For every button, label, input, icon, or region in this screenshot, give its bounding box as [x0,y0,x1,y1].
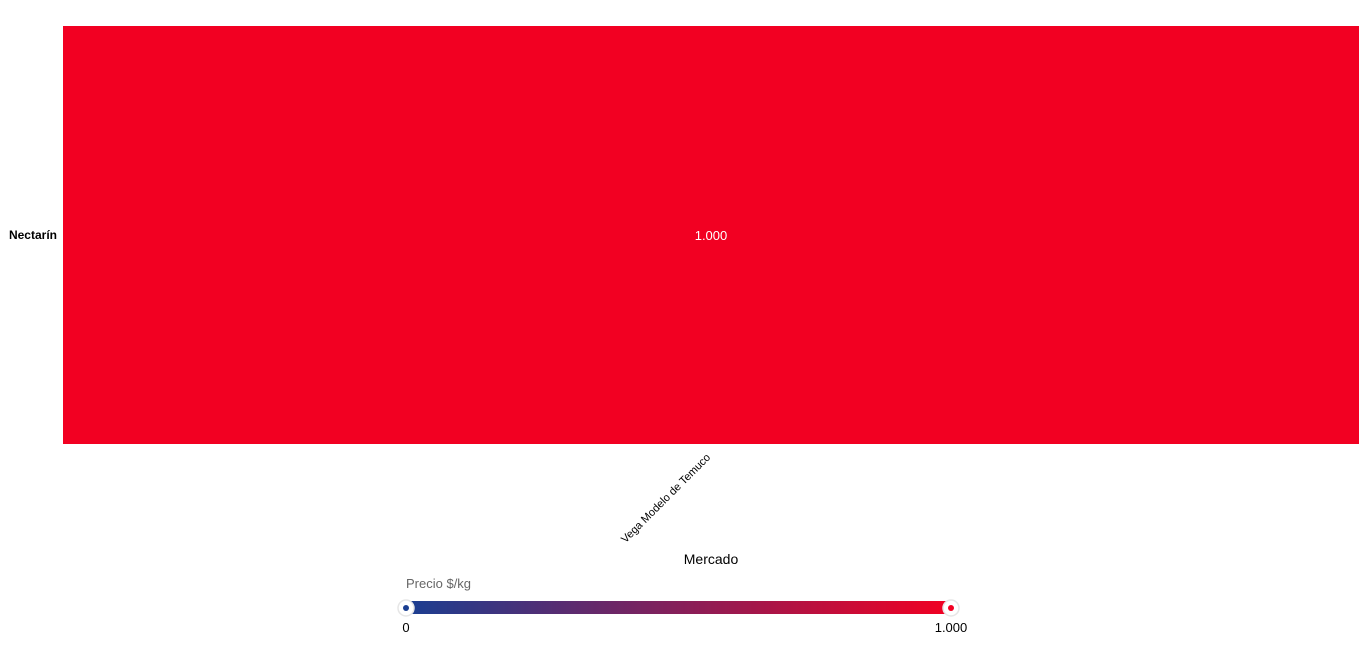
y-axis-label: Nectarín [9,228,57,242]
color-legend-max-label: 1.000 [935,620,968,635]
x-axis-labels: Vega Modelo de Temuco [619,452,713,546]
color-legend-bar [406,601,951,614]
color-legend-max-handle[interactable] [942,599,960,617]
heatmap-cell[interactable] [63,26,1359,444]
x-axis-label: Vega Modelo de Temuco [619,452,713,546]
y-axis-labels: Nectarín [9,228,57,242]
heatmap-cell-label: 1.000 [695,228,728,243]
color-legend-min-handle[interactable] [397,599,415,617]
x-axis-title: Mercado [684,551,739,567]
color-legend-title: Precio $/kg [406,576,471,591]
color-legend-min-label: 0 [402,620,409,635]
heatmap-cells: 1.000 [63,26,1359,444]
color-legend: Precio $/kg 0 1.000 [397,576,968,635]
